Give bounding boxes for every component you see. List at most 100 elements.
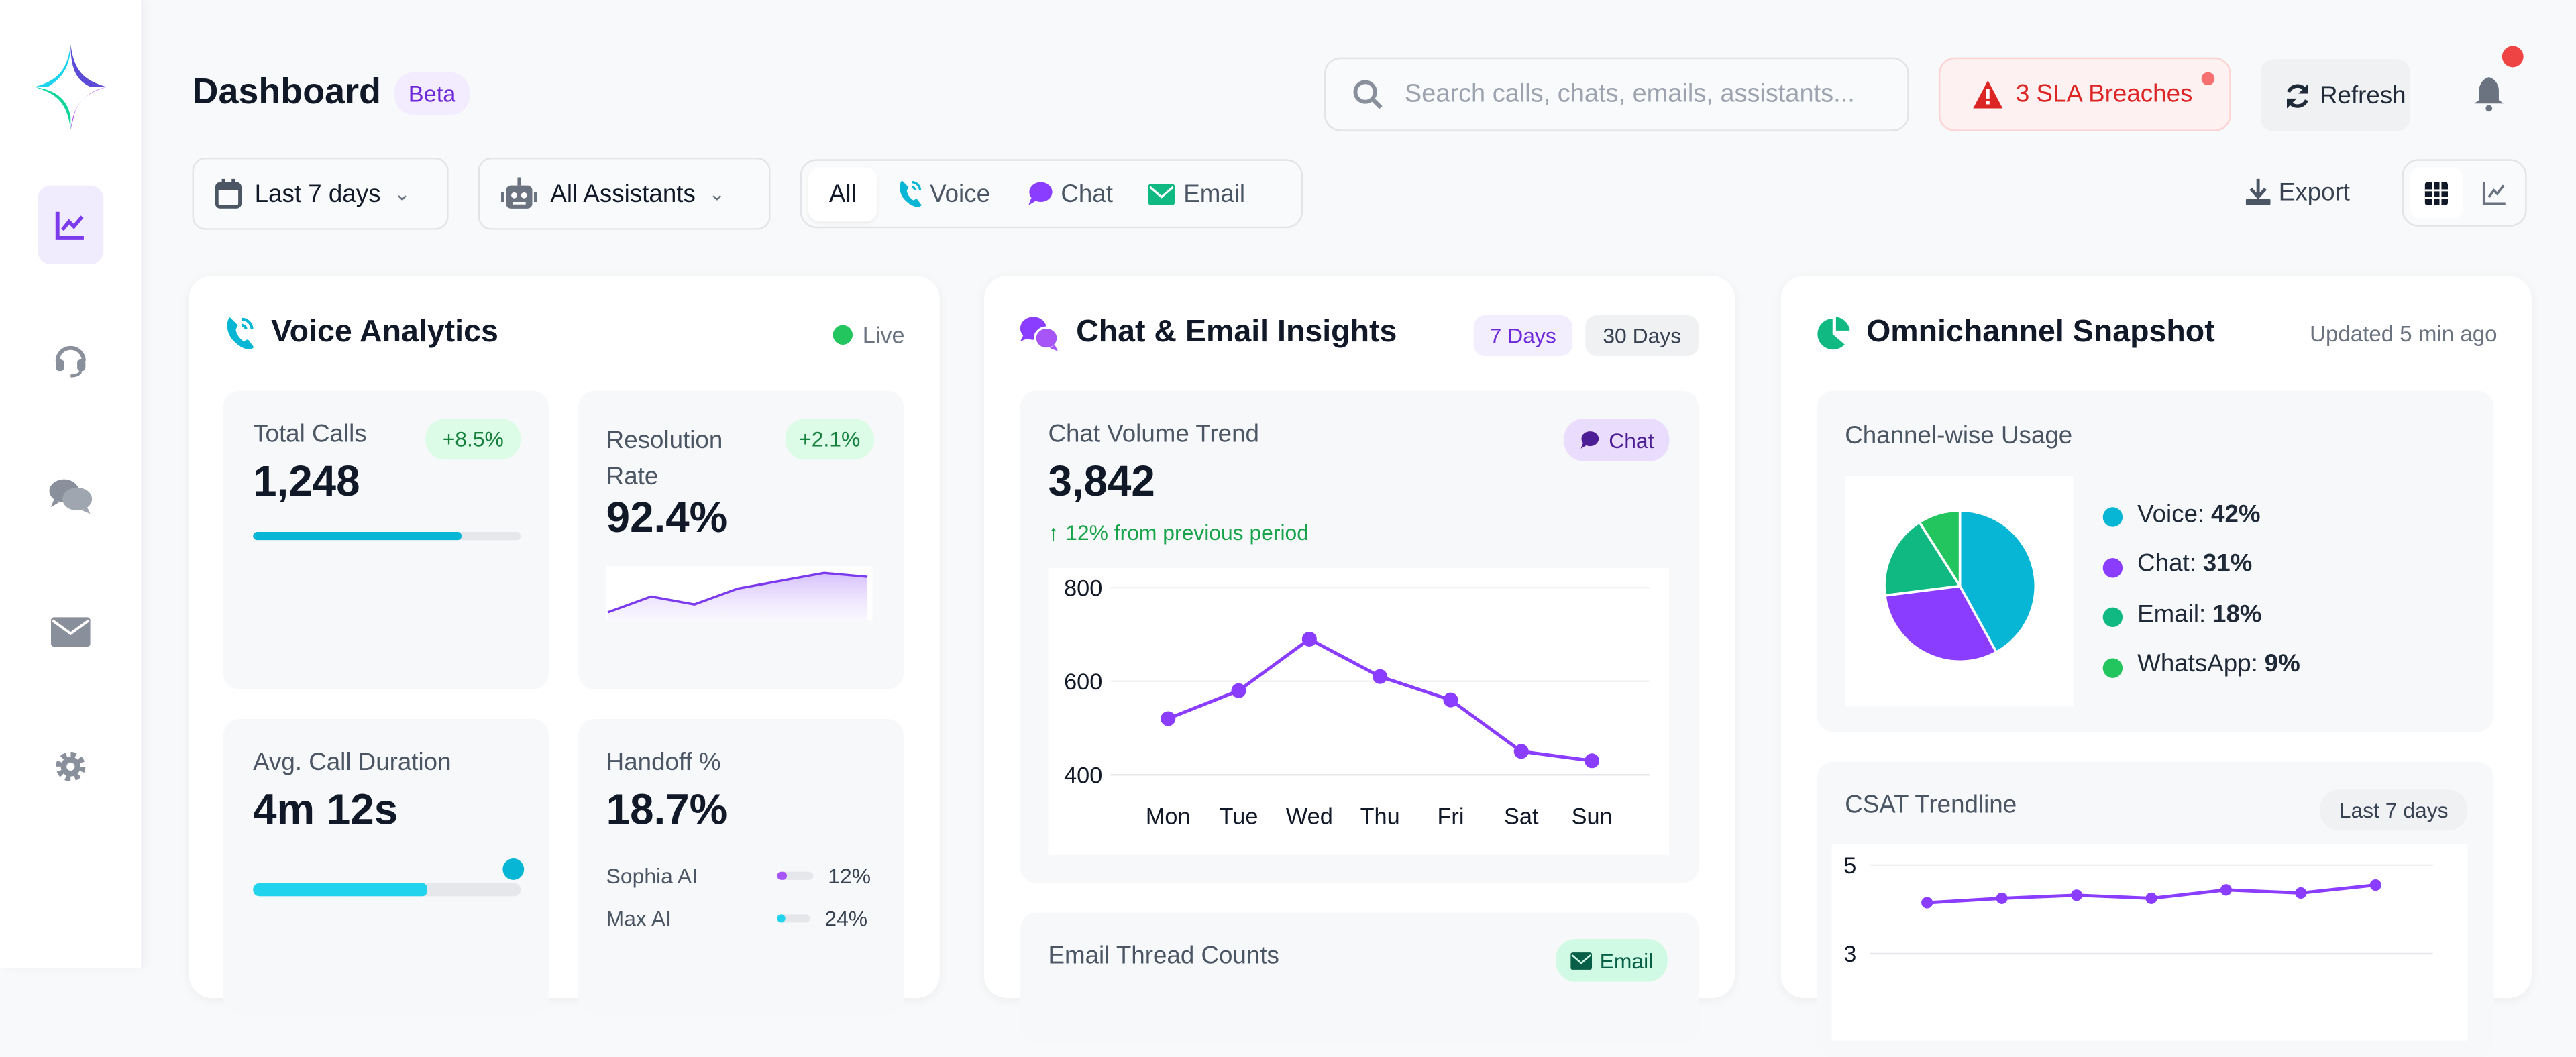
- export-button[interactable]: Export: [2245, 171, 2350, 214]
- metric-label: Total Calls: [253, 420, 367, 449]
- email-badge: Email: [1556, 938, 1668, 982]
- search-input[interactable]: Search calls, chats, emails, assistants.…: [1324, 57, 1909, 131]
- legend-dot: [2102, 507, 2123, 528]
- chat-icon: [1581, 431, 1599, 449]
- channel-tab-voice[interactable]: Voice: [897, 179, 990, 209]
- chat-icon: [1028, 182, 1052, 205]
- avg-call-duration-tile: Avg. Call Duration 4m 12s: [223, 719, 549, 1015]
- pie-slice-email: [1883, 520, 1962, 597]
- notifications-button[interactable]: [2473, 46, 2524, 120]
- omni-title: Omnichannel Snapshot: [1866, 315, 2215, 350]
- phone-icon: [227, 317, 254, 349]
- updated-timestamp: Updated 5 min ago: [2310, 321, 2498, 347]
- data-point: [2220, 884, 2232, 896]
- notification-dot: [2502, 46, 2524, 68]
- legend-value: 18%: [2212, 600, 2262, 628]
- chevron-down-icon: ⌄: [394, 182, 411, 205]
- data-point: [1161, 711, 1176, 726]
- sparkline-area: [608, 573, 868, 621]
- change-label: 12% from previous period: [1065, 520, 1309, 545]
- legend-item: Voice: 42%: [2102, 489, 2300, 539]
- metric-value: 4m 12s: [253, 784, 398, 834]
- agent-name: Sophia AI: [606, 863, 698, 889]
- handoff-tile: Handoff % 18.7% Sophia AI 12% Max AI 24%: [578, 719, 904, 1015]
- envelope-icon: [1148, 182, 1175, 205]
- x-tick-label: Sun: [1572, 804, 1613, 830]
- range-tab-7-days[interactable]: 7 Days: [1473, 315, 1572, 357]
- sidebar-item-settings[interactable]: [38, 727, 103, 805]
- pie-legend: Voice: 42% Chat: 31% Email: 18% WhatsApp: 9%: [2102, 489, 2300, 689]
- y-tick-label: 600: [1064, 669, 1102, 695]
- data-point: [1585, 753, 1600, 769]
- status-dot: [502, 858, 525, 880]
- envelope-icon: [1570, 951, 1592, 969]
- progress-bar: [253, 531, 521, 541]
- data-point: [1373, 669, 1388, 684]
- data-point: [2295, 887, 2307, 899]
- data-point: [1513, 744, 1529, 759]
- agent-value: 12%: [828, 863, 871, 889]
- arrow-up-icon: ↑: [1048, 520, 1059, 545]
- chat-title: Chat & Email Insights: [1076, 315, 1397, 350]
- legend-value: 31%: [2202, 550, 2253, 579]
- sla-dot: [2201, 72, 2215, 86]
- search-placeholder: Search calls, chats, emails, assistants.…: [1404, 79, 1855, 108]
- x-tick-label: Mon: [1146, 804, 1191, 830]
- chat-volume-chart: 800 600 400 Mon Tue Wed Thu Fri Sat Sun: [1048, 567, 1670, 856]
- sla-breaches-button[interactable]: 3 SLA Breaches: [1938, 57, 2231, 131]
- metric-label: Avg. Call Duration: [253, 748, 451, 777]
- agent-bar: [777, 914, 810, 923]
- legend-label: WhatsApp:: [2137, 650, 2258, 679]
- gear-icon: [56, 751, 86, 782]
- chat-volume-tile: Chat Volume Trend Chat 3,842 ↑ 12% from p…: [1020, 390, 1699, 883]
- assistant-label: All Assistants: [550, 180, 696, 208]
- y-tick-label: 5: [1843, 853, 1856, 879]
- phone-icon: [900, 180, 922, 207]
- x-tick-label: Tue: [1220, 804, 1258, 830]
- chart-line-icon: [2481, 182, 2505, 205]
- delta-badge: +8.5%: [425, 419, 521, 460]
- table-view-button[interactable]: [2410, 167, 2463, 219]
- card-title: Omnichannel Snapshot: [1817, 315, 2215, 351]
- legend-label: Chat:: [2137, 550, 2196, 579]
- channel-tab-all[interactable]: All: [808, 166, 877, 221]
- channel-tab-chat[interactable]: Chat: [1026, 180, 1113, 208]
- sidebar-item-chats[interactable]: [38, 456, 103, 535]
- data-point: [2369, 879, 2381, 891]
- change-indicator: ↑ 12% from previous period: [1048, 520, 1309, 545]
- metric-label: Channel-wise Usage: [1845, 422, 2073, 450]
- sidebar-item-support[interactable]: [38, 320, 103, 398]
- headset-icon: [55, 346, 86, 378]
- channel-filter: All Voice Chat Email: [800, 159, 1303, 229]
- total-calls-tile: Total Calls +8.5% 1,248: [223, 390, 549, 689]
- metric-label: Email Thread Counts: [1048, 942, 1279, 970]
- assistant-dropdown[interactable]: All Assistants ⌄: [478, 157, 771, 230]
- sidebar-item-email[interactable]: [38, 593, 103, 671]
- page-title: Dashboard: [192, 70, 381, 112]
- agent-value: 24%: [824, 906, 868, 931]
- envelope-icon: [50, 617, 91, 647]
- email-badge-label: Email: [1599, 948, 1654, 973]
- legend-dot: [2102, 608, 2123, 628]
- legend-item: WhatsApp: 9%: [2102, 639, 2300, 689]
- data-point: [1231, 683, 1246, 698]
- y-tick-label: 400: [1064, 763, 1102, 788]
- refresh-button[interactable]: Refresh: [2260, 59, 2410, 131]
- chat-badge: Chat: [1564, 419, 1670, 461]
- csat-trend-chart: 53: [1831, 844, 2468, 1041]
- csat-range-badge[interactable]: Last 7 days: [2319, 789, 2468, 831]
- voice-analytics-card: Voice Analytics Live Total Calls +8.5% 1…: [189, 276, 940, 1015]
- delta-badge: +2.1%: [785, 419, 874, 460]
- data-point: [1921, 897, 1933, 909]
- pie-slice-chat: [1883, 584, 1998, 663]
- chart-view-button[interactable]: [2469, 168, 2518, 219]
- channel-tab-email[interactable]: Email: [1148, 180, 1245, 208]
- beta-badge: Beta: [394, 72, 470, 115]
- legend-item: Email: 18%: [2102, 590, 2300, 640]
- pie-chart-icon: [1817, 316, 1850, 349]
- range-tab-30-days[interactable]: 30 Days: [1585, 315, 1699, 357]
- sidebar-item-analytics[interactable]: [38, 185, 104, 265]
- date-range-dropdown[interactable]: Last 7 days ⌄: [192, 157, 449, 230]
- refresh-icon: [2286, 82, 2308, 108]
- live-label: Live: [862, 321, 905, 348]
